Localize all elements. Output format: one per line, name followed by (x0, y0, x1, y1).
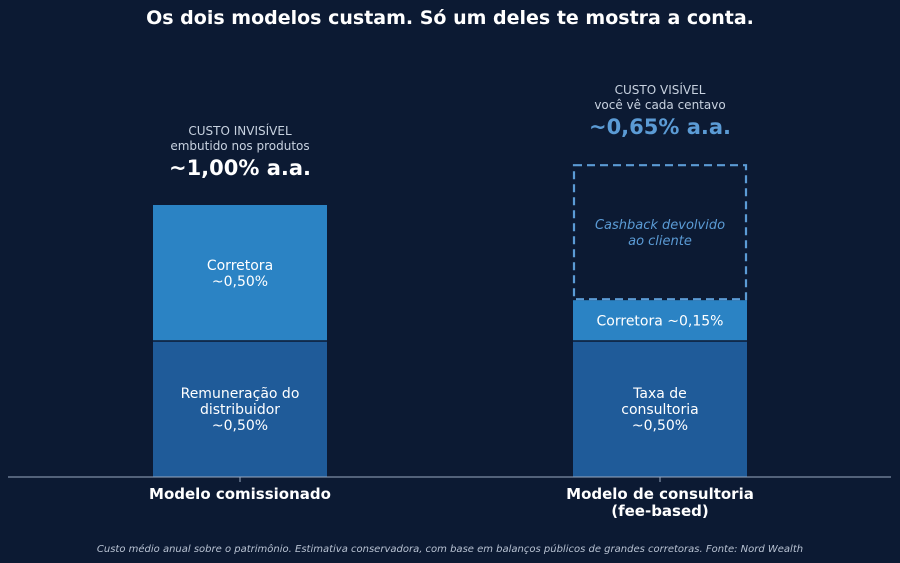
segment-label-0-1: Corretora ~0,50% (207, 258, 273, 290)
bar-segment-0-1 (153, 205, 327, 341)
bar-segment-1-2 (572, 164, 748, 301)
header-sublabel-0: embutido nos produtos (170, 139, 309, 153)
header-label-1: CUSTO VISÍVEL (615, 82, 706, 97)
segment-label-0-0: Remuneração do distribuidor ~0,50% (181, 386, 300, 434)
bar-segment-1-0 (573, 341, 747, 477)
chart-title: Os dois modelos custam. Só um deles te m… (146, 7, 754, 29)
header-label-0: CUSTO INVISÍVEL (188, 123, 292, 138)
x-tick-label-0: Modelo comissionado (149, 485, 331, 503)
bars-layer: Remuneração do distribuidor ~0,50% Corretor… (149, 82, 754, 520)
bar-segment-0-0 (153, 341, 327, 477)
segment-label-1-1: Corretora ~0,15% (597, 314, 724, 330)
segment-label-1-2: Cashback devolvido ao cliente (595, 218, 725, 249)
x-tick-label-1: Modelo de consultoria (fee-based) (566, 485, 754, 520)
total-label-0: ~1,00% a.a. (169, 156, 311, 180)
bar-segment-1-1 (573, 300, 747, 341)
header-sublabel-1: você vê cada centavo (594, 98, 725, 112)
segment-label-1-0: Taxa de consultoria ~0,50% (621, 386, 698, 434)
chart-footnote: Custo médio anual sobre o patrimônio. Es… (97, 543, 803, 555)
total-label-1: ~0,65% a.a. (589, 115, 731, 139)
